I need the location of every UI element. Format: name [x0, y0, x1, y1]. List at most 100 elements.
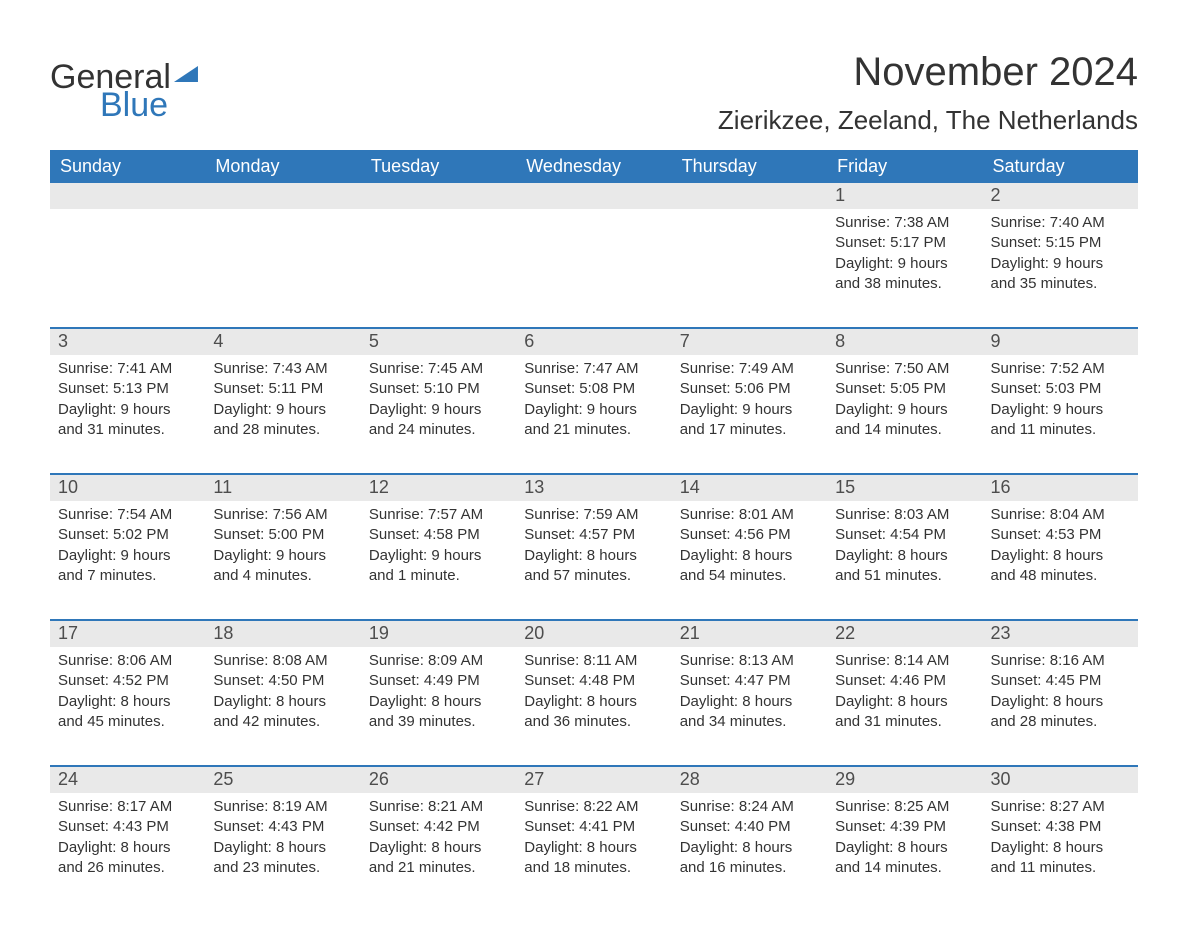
calendar-day-cell	[672, 183, 827, 303]
day-sunset: Sunset: 4:48 PM	[524, 671, 663, 691]
day-sunrise: Sunrise: 8:06 AM	[58, 651, 197, 671]
day-sunset: Sunset: 5:10 PM	[369, 379, 508, 399]
day-number: 24	[50, 767, 205, 793]
calendar-day-cell: 27Sunrise: 8:22 AMSunset: 4:41 PMDayligh…	[516, 767, 671, 887]
day-sunrise: Sunrise: 7:54 AM	[58, 505, 197, 525]
calendar-day-cell: 9Sunrise: 7:52 AMSunset: 5:03 PMDaylight…	[983, 329, 1138, 449]
day-number: 4	[205, 329, 360, 355]
day-details	[361, 209, 516, 221]
day-details: Sunrise: 7:47 AMSunset: 5:08 PMDaylight:…	[516, 355, 671, 448]
day-details: Sunrise: 7:50 AMSunset: 5:05 PMDaylight:…	[827, 355, 982, 448]
day-daylight2: and 38 minutes.	[835, 274, 974, 294]
day-sunset: Sunset: 4:46 PM	[835, 671, 974, 691]
day-sunrise: Sunrise: 8:01 AM	[680, 505, 819, 525]
day-daylight2: and 11 minutes.	[991, 420, 1130, 440]
day-sunset: Sunset: 4:43 PM	[58, 817, 197, 837]
calendar-week-row: 17Sunrise: 8:06 AMSunset: 4:52 PMDayligh…	[50, 619, 1138, 741]
day-daylight1: Daylight: 8 hours	[58, 838, 197, 858]
day-sunrise: Sunrise: 8:27 AM	[991, 797, 1130, 817]
day-daylight1: Daylight: 8 hours	[835, 692, 974, 712]
day-number: 5	[361, 329, 516, 355]
calendar-day-cell: 30Sunrise: 8:27 AMSunset: 4:38 PMDayligh…	[983, 767, 1138, 887]
day-sunset: Sunset: 4:42 PM	[369, 817, 508, 837]
day-daylight2: and 39 minutes.	[369, 712, 508, 732]
day-sunrise: Sunrise: 7:43 AM	[213, 359, 352, 379]
calendar-day-cell: 22Sunrise: 8:14 AMSunset: 4:46 PMDayligh…	[827, 621, 982, 741]
calendar-body: 1Sunrise: 7:38 AMSunset: 5:17 PMDaylight…	[50, 183, 1138, 887]
day-number: 28	[672, 767, 827, 793]
day-sunset: Sunset: 4:40 PM	[680, 817, 819, 837]
brand-word-2: Blue	[100, 88, 198, 122]
day-daylight1: Daylight: 8 hours	[213, 838, 352, 858]
day-daylight1: Daylight: 8 hours	[369, 692, 508, 712]
day-daylight1: Daylight: 8 hours	[835, 838, 974, 858]
day-daylight2: and 23 minutes.	[213, 858, 352, 878]
day-sunrise: Sunrise: 7:49 AM	[680, 359, 819, 379]
day-sunset: Sunset: 4:58 PM	[369, 525, 508, 545]
day-sunset: Sunset: 4:41 PM	[524, 817, 663, 837]
day-number: 17	[50, 621, 205, 647]
calendar-day-cell: 6Sunrise: 7:47 AMSunset: 5:08 PMDaylight…	[516, 329, 671, 449]
day-details	[672, 209, 827, 221]
calendar-day-cell: 13Sunrise: 7:59 AMSunset: 4:57 PMDayligh…	[516, 475, 671, 595]
day-sunset: Sunset: 4:43 PM	[213, 817, 352, 837]
calendar-day-cell: 21Sunrise: 8:13 AMSunset: 4:47 PMDayligh…	[672, 621, 827, 741]
day-daylight1: Daylight: 9 hours	[369, 400, 508, 420]
day-sunrise: Sunrise: 7:45 AM	[369, 359, 508, 379]
day-daylight1: Daylight: 9 hours	[835, 400, 974, 420]
day-daylight1: Daylight: 8 hours	[58, 692, 197, 712]
day-details: Sunrise: 8:09 AMSunset: 4:49 PMDaylight:…	[361, 647, 516, 740]
day-sunset: Sunset: 4:47 PM	[680, 671, 819, 691]
day-number: 9	[983, 329, 1138, 355]
calendar-day-cell: 18Sunrise: 8:08 AMSunset: 4:50 PMDayligh…	[205, 621, 360, 741]
calendar-header-row: Sunday Monday Tuesday Wednesday Thursday…	[50, 150, 1138, 183]
calendar: Sunday Monday Tuesday Wednesday Thursday…	[50, 150, 1138, 887]
day-daylight2: and 34 minutes.	[680, 712, 819, 732]
location-label: Zierikzee, Zeeland, The Netherlands	[718, 105, 1138, 136]
calendar-day-cell: 28Sunrise: 8:24 AMSunset: 4:40 PMDayligh…	[672, 767, 827, 887]
day-details: Sunrise: 8:21 AMSunset: 4:42 PMDaylight:…	[361, 793, 516, 886]
calendar-day-cell: 15Sunrise: 8:03 AMSunset: 4:54 PMDayligh…	[827, 475, 982, 595]
day-details: Sunrise: 8:11 AMSunset: 4:48 PMDaylight:…	[516, 647, 671, 740]
day-daylight1: Daylight: 8 hours	[680, 546, 819, 566]
day-daylight2: and 21 minutes.	[524, 420, 663, 440]
day-details: Sunrise: 8:04 AMSunset: 4:53 PMDaylight:…	[983, 501, 1138, 594]
day-sunrise: Sunrise: 8:24 AM	[680, 797, 819, 817]
dayname-wednesday: Wednesday	[516, 150, 671, 183]
calendar-day-cell: 29Sunrise: 8:25 AMSunset: 4:39 PMDayligh…	[827, 767, 982, 887]
day-daylight1: Daylight: 9 hours	[213, 400, 352, 420]
day-sunset: Sunset: 4:52 PM	[58, 671, 197, 691]
day-daylight2: and 11 minutes.	[991, 858, 1130, 878]
calendar-day-cell: 11Sunrise: 7:56 AMSunset: 5:00 PMDayligh…	[205, 475, 360, 595]
day-number: 23	[983, 621, 1138, 647]
day-sunrise: Sunrise: 8:03 AM	[835, 505, 974, 525]
day-details: Sunrise: 8:22 AMSunset: 4:41 PMDaylight:…	[516, 793, 671, 886]
header: General Blue November 2024 Zierikzee, Ze…	[50, 50, 1138, 136]
day-daylight1: Daylight: 9 hours	[369, 546, 508, 566]
day-daylight2: and 1 minute.	[369, 566, 508, 586]
day-sunrise: Sunrise: 7:59 AM	[524, 505, 663, 525]
day-daylight1: Daylight: 8 hours	[991, 838, 1130, 858]
calendar-day-cell: 26Sunrise: 8:21 AMSunset: 4:42 PMDayligh…	[361, 767, 516, 887]
day-daylight2: and 28 minutes.	[213, 420, 352, 440]
title-block: November 2024 Zierikzee, Zeeland, The Ne…	[718, 50, 1138, 136]
day-details: Sunrise: 8:24 AMSunset: 4:40 PMDaylight:…	[672, 793, 827, 886]
day-daylight2: and 36 minutes.	[524, 712, 663, 732]
day-daylight1: Daylight: 9 hours	[58, 546, 197, 566]
day-daylight1: Daylight: 9 hours	[58, 400, 197, 420]
day-details: Sunrise: 8:08 AMSunset: 4:50 PMDaylight:…	[205, 647, 360, 740]
day-details	[50, 209, 205, 221]
day-sunrise: Sunrise: 7:50 AM	[835, 359, 974, 379]
calendar-day-cell: 25Sunrise: 8:19 AMSunset: 4:43 PMDayligh…	[205, 767, 360, 887]
day-details: Sunrise: 8:19 AMSunset: 4:43 PMDaylight:…	[205, 793, 360, 886]
day-sunrise: Sunrise: 8:04 AM	[991, 505, 1130, 525]
calendar-week-row: 1Sunrise: 7:38 AMSunset: 5:17 PMDaylight…	[50, 183, 1138, 303]
day-daylight1: Daylight: 8 hours	[680, 692, 819, 712]
day-sunrise: Sunrise: 8:09 AM	[369, 651, 508, 671]
calendar-day-cell: 23Sunrise: 8:16 AMSunset: 4:45 PMDayligh…	[983, 621, 1138, 741]
day-sunrise: Sunrise: 8:25 AM	[835, 797, 974, 817]
day-daylight2: and 24 minutes.	[369, 420, 508, 440]
calendar-day-cell	[361, 183, 516, 303]
day-daylight1: Daylight: 8 hours	[680, 838, 819, 858]
month-title: November 2024	[718, 50, 1138, 95]
